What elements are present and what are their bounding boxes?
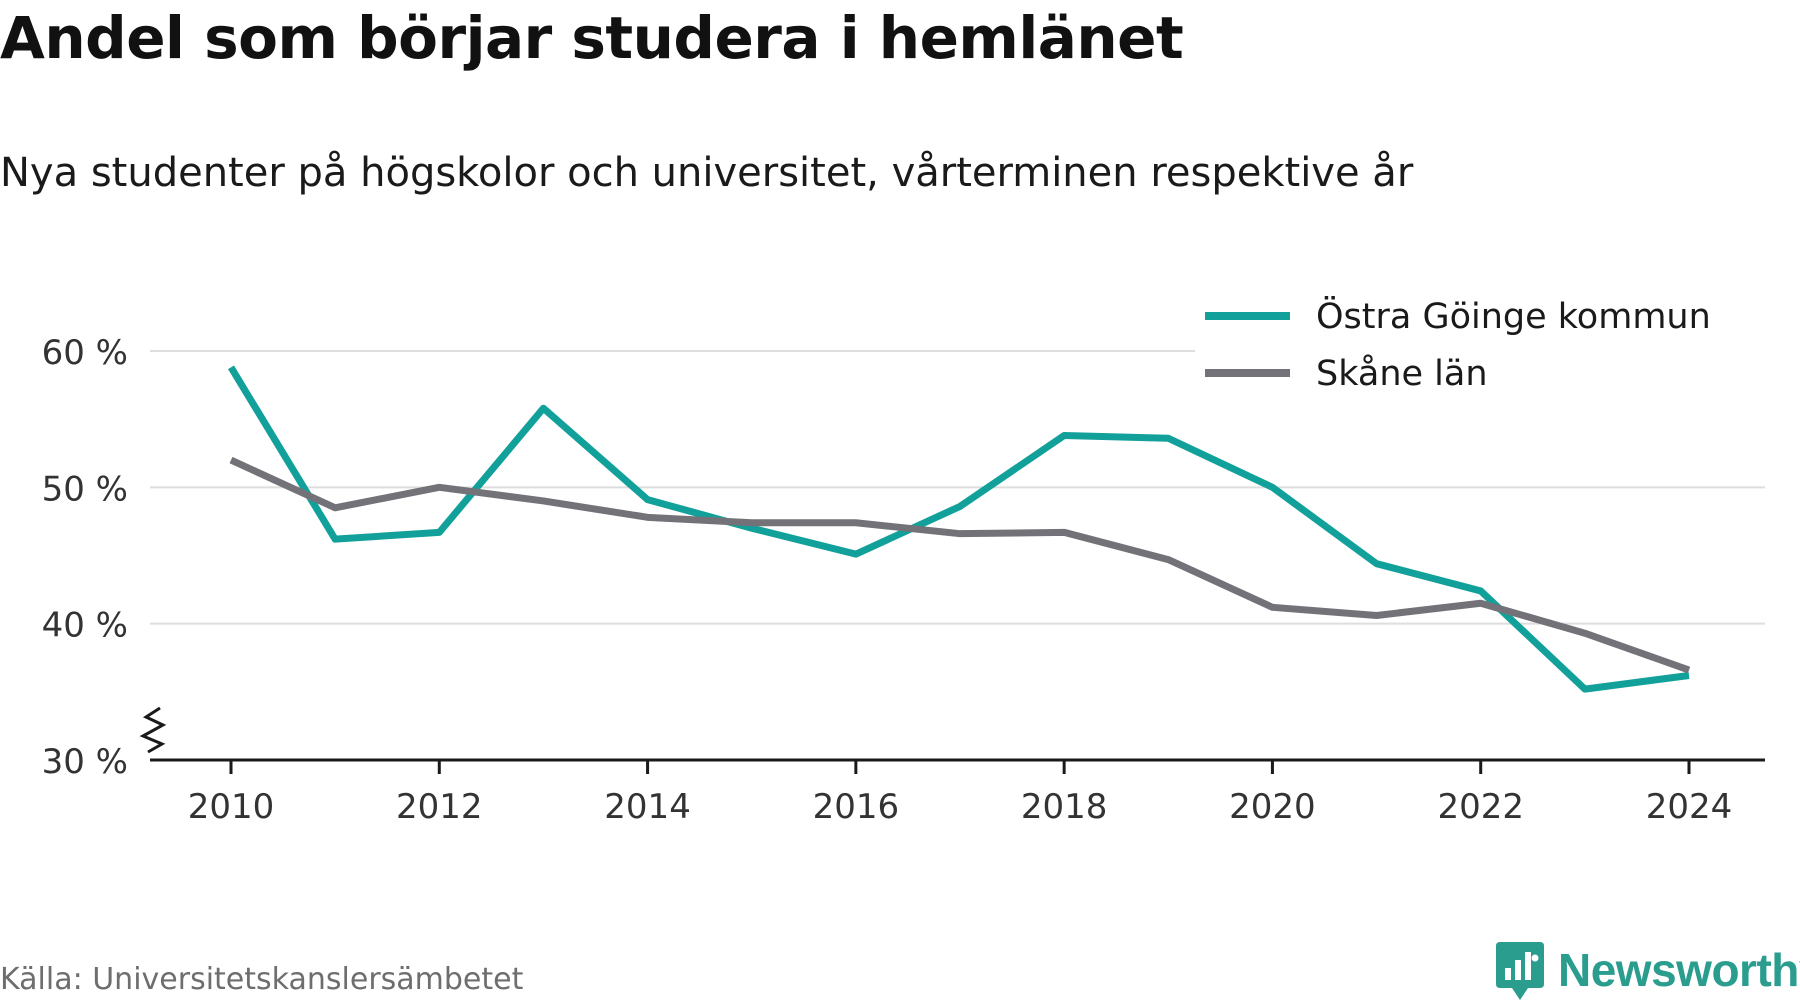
y-axis-ticks: 30 % 40 % 50 % 60 % [42, 333, 128, 782]
x-tick-label: 2012 [396, 787, 483, 827]
x-tick-label: 2010 [188, 787, 275, 827]
x-tick-label: 2016 [813, 787, 900, 827]
x-tick-label: 2020 [1229, 787, 1316, 827]
legend-label: Skåne län [1316, 353, 1488, 394]
x-tick-label: 2022 [1437, 787, 1524, 827]
x-tick-label: 2024 [1646, 787, 1733, 827]
y-tick-label: 50 % [42, 469, 128, 509]
source-note: Källa: Universitetskanslersämbetet [0, 962, 524, 997]
brand-logo: Newsworthy [1494, 938, 1800, 1002]
grid-lines [150, 350, 1765, 625]
series-line [229, 456, 1691, 674]
y-tick-label: 30 % [42, 742, 128, 782]
chart-title: Andel som börjar studera i hemlänet [0, 4, 1184, 72]
chart-subtitle: Nya studenter på högskolor och universit… [0, 150, 1414, 196]
legend: Östra Göinge kommun Skåne län [1195, 290, 1765, 394]
brand-name: Newsworthy [1558, 944, 1800, 996]
x-tick-label: 2014 [604, 787, 691, 827]
x-tick-label: 2018 [1021, 787, 1108, 827]
y-tick-label: 40 % [42, 606, 128, 646]
x-axis-ticks: 2010 2012 2014 2016 2018 2020 2022 2024 [188, 760, 1733, 827]
series-line [228, 365, 1690, 693]
axis-break-icon [139, 706, 167, 754]
series-lines [228, 365, 1691, 693]
newsworthy-logo-icon [1496, 942, 1544, 1000]
x-axis [139, 706, 1765, 762]
legend-label: Östra Göinge kommun [1316, 295, 1711, 337]
y-tick-label: 60 % [42, 333, 128, 373]
